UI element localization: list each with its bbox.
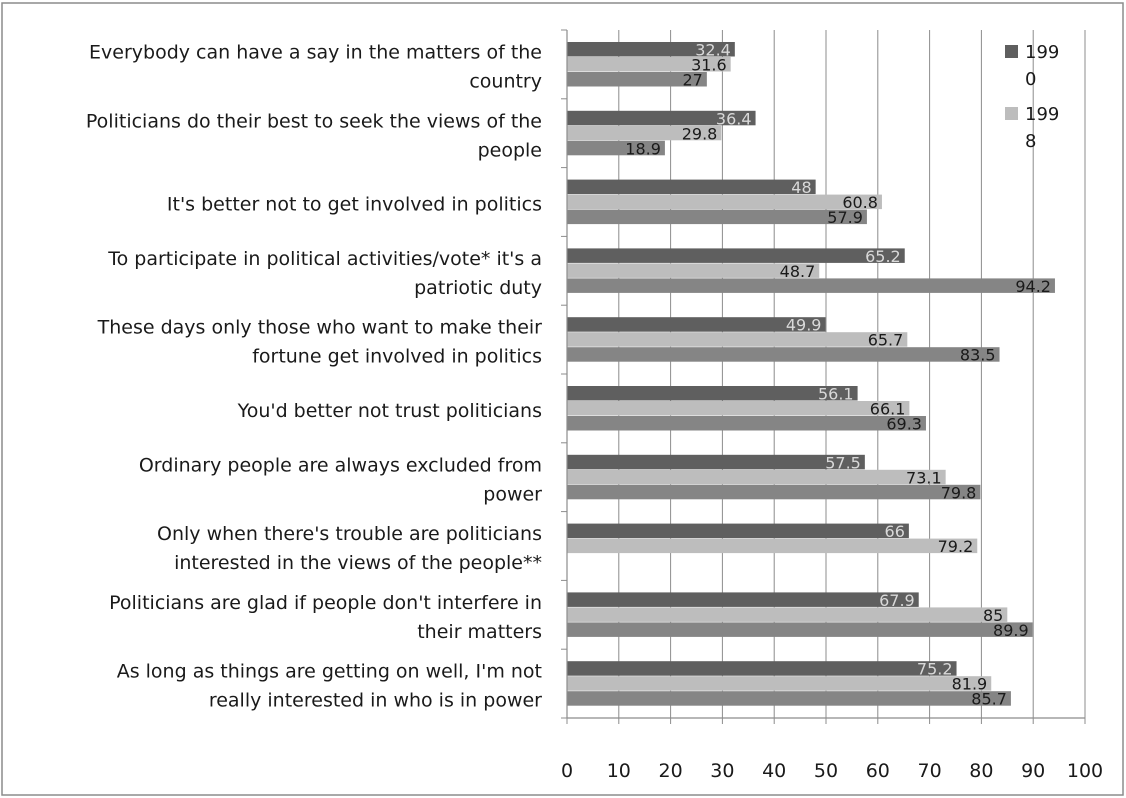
legend-label: 199 8 xyxy=(1025,104,1059,152)
category-label: You'd better not trust politicians xyxy=(237,400,542,422)
data-label: 89.9 xyxy=(993,621,1029,640)
axes xyxy=(561,29,1086,724)
data-label: 85 xyxy=(983,606,1003,625)
x-tick-label: 40 xyxy=(762,760,786,782)
bar xyxy=(567,469,946,485)
data-label: 57.9 xyxy=(827,208,863,227)
category-label: Politicians do their best to seek the vi… xyxy=(86,110,542,161)
category-label: These days only those who want to make t… xyxy=(97,317,543,368)
bar xyxy=(567,484,981,500)
category-label: Everybody can have a say in the matters … xyxy=(89,42,542,93)
data-label: 18.9 xyxy=(625,139,661,158)
x-tick-label: 30 xyxy=(710,760,734,782)
data-label: 75.2 xyxy=(917,660,953,679)
category-label: Ordinary people are always excluded from… xyxy=(139,454,542,505)
legend-swatch xyxy=(1005,107,1018,120)
category-label: As long as things are getting on well, I… xyxy=(117,661,542,712)
data-label: 29.8 xyxy=(682,124,718,143)
data-label: 69.3 xyxy=(886,415,922,434)
data-label: 79.8 xyxy=(941,483,977,502)
bar xyxy=(567,72,707,87)
bar xyxy=(567,248,905,263)
x-tick-label: 20 xyxy=(659,760,683,782)
data-label: 31.6 xyxy=(691,56,727,75)
data-labels: 32.4 36.4 48 65.2 49.9 56.1 57.5 66 67.9 75.2 31.6… xyxy=(625,41,1051,709)
x-tick-label: 60 xyxy=(866,760,890,782)
category-label: Politicians are glad if people don't int… xyxy=(109,592,542,643)
x-tick-labels: 0 10 20 30 40 50 60 70 80 90 100 xyxy=(561,760,1103,782)
bars xyxy=(567,42,1055,706)
bar xyxy=(567,317,826,332)
category-label: Only when there's trouble are politician… xyxy=(157,523,542,574)
bar xyxy=(567,454,865,470)
data-label: 27 xyxy=(683,71,703,90)
bar xyxy=(567,42,735,57)
x-tick-label: 90 xyxy=(1021,760,1045,782)
data-label: 81.9 xyxy=(952,675,988,694)
bar xyxy=(567,332,908,347)
bar xyxy=(567,263,820,278)
bar xyxy=(567,661,957,676)
bar xyxy=(567,179,816,195)
data-label: 65.7 xyxy=(868,331,904,350)
legend-swatch xyxy=(1005,45,1018,58)
data-label: 56.1 xyxy=(818,385,854,404)
bar xyxy=(567,57,731,72)
bar xyxy=(567,278,1055,293)
bar xyxy=(567,607,1008,622)
category-labels: Everybody can have a say in the matters … xyxy=(86,42,542,712)
category-label: It's better not to get involved in polit… xyxy=(167,194,542,216)
bar xyxy=(567,140,665,156)
bar xyxy=(567,676,992,691)
data-label: 94.2 xyxy=(1015,277,1051,296)
data-label: 67.9 xyxy=(879,591,915,610)
bar xyxy=(567,209,867,225)
bar xyxy=(567,401,910,416)
bar xyxy=(567,194,882,210)
data-label: 66 xyxy=(885,522,905,541)
data-label: 73.1 xyxy=(906,468,942,487)
data-label: 48.7 xyxy=(780,262,816,281)
x-tick-label: 80 xyxy=(969,760,993,782)
x-tick-label: 10 xyxy=(607,760,631,782)
data-label: 48 xyxy=(791,178,811,197)
x-tick-label: 50 xyxy=(814,760,838,782)
x-tick-label: 0 xyxy=(561,760,573,782)
bar xyxy=(567,416,926,431)
bar xyxy=(567,523,909,539)
x-tick-label: 70 xyxy=(918,760,942,782)
x-tick-label: 100 xyxy=(1067,760,1103,782)
data-label: 79.2 xyxy=(938,537,974,556)
bar xyxy=(567,691,1011,706)
bar xyxy=(567,592,919,607)
bar xyxy=(567,386,858,401)
data-label: 32.4 xyxy=(695,41,731,60)
legend-label: 199 0 xyxy=(1025,42,1059,90)
data-label: 83.5 xyxy=(960,346,996,365)
bar xyxy=(567,538,978,554)
bar xyxy=(567,622,1033,637)
data-label: 57.5 xyxy=(825,453,861,472)
data-label: 65.2 xyxy=(865,247,901,266)
data-label: 49.9 xyxy=(786,316,822,335)
data-label: 66.1 xyxy=(870,400,906,419)
category-label: To participate in political activities/v… xyxy=(107,248,542,299)
legend: 199 0 199 8 xyxy=(1005,42,1059,152)
bar xyxy=(567,347,1000,362)
data-label: 36.4 xyxy=(716,109,752,128)
data-label: 85.7 xyxy=(971,690,1007,709)
data-label: 60.8 xyxy=(842,193,878,212)
bar xyxy=(567,125,722,141)
bar xyxy=(567,110,756,126)
